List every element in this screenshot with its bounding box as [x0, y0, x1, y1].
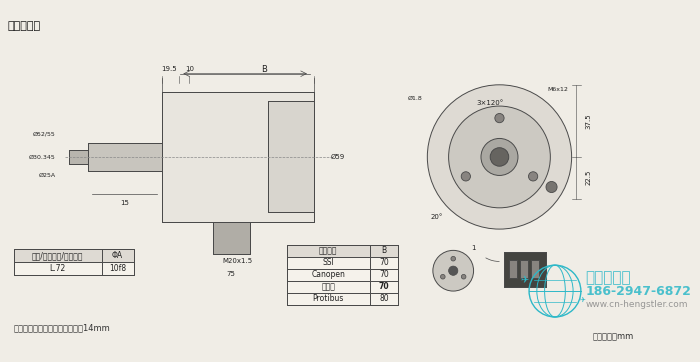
- Text: 安装/防护等级/轴－代码: 安装/防护等级/轴－代码: [32, 252, 83, 260]
- Bar: [268, 101, 314, 212]
- Bar: [14, 262, 101, 275]
- Bar: [370, 269, 398, 281]
- Text: M6x12: M6x12: [547, 87, 568, 92]
- Text: 10: 10: [185, 66, 194, 72]
- Circle shape: [481, 138, 518, 176]
- Circle shape: [449, 266, 458, 275]
- Text: 75: 75: [227, 272, 236, 277]
- Bar: [287, 269, 370, 281]
- Circle shape: [490, 148, 509, 166]
- Circle shape: [461, 274, 466, 279]
- Circle shape: [528, 172, 538, 181]
- Circle shape: [427, 85, 572, 229]
- Bar: [69, 150, 88, 164]
- Bar: [88, 143, 162, 171]
- Text: ✈: ✈: [580, 297, 586, 303]
- Circle shape: [433, 251, 474, 291]
- Bar: [287, 245, 370, 257]
- Text: 推荐的电缆密封管的螺纹长度：14mm: 推荐的电缆密封管的螺纹长度：14mm: [14, 324, 111, 333]
- Bar: [287, 293, 370, 305]
- Text: Ø1.8: Ø1.8: [408, 96, 423, 101]
- Text: M20x1.5: M20x1.5: [222, 258, 252, 265]
- Bar: [531, 260, 539, 278]
- Bar: [268, 101, 314, 212]
- Text: ✈: ✈: [520, 276, 528, 286]
- Text: Ø25A: Ø25A: [38, 173, 55, 178]
- Text: Canopen: Canopen: [312, 270, 345, 279]
- Bar: [162, 92, 314, 222]
- Text: Protibus: Protibus: [313, 294, 344, 303]
- Bar: [287, 281, 370, 293]
- Bar: [370, 293, 398, 305]
- Bar: [287, 245, 398, 305]
- Text: Ø52/55: Ø52/55: [33, 131, 55, 136]
- Text: 模拟量: 模拟量: [321, 282, 335, 291]
- Text: ΦA: ΦA: [112, 252, 123, 260]
- Text: 70: 70: [379, 258, 389, 267]
- Bar: [213, 222, 250, 254]
- Circle shape: [495, 113, 504, 123]
- Bar: [370, 245, 398, 257]
- Bar: [162, 92, 314, 222]
- Text: 连接：径向: 连接：径向: [8, 21, 41, 31]
- Bar: [370, 257, 398, 269]
- Bar: [14, 249, 134, 275]
- Circle shape: [461, 172, 470, 181]
- Bar: [287, 257, 370, 269]
- Text: 西安德伍拓: 西安德伍拓: [585, 271, 631, 286]
- Text: 186-2947-6872: 186-2947-6872: [585, 285, 692, 298]
- Text: B: B: [382, 246, 386, 255]
- Bar: [69, 150, 88, 164]
- Text: 80: 80: [379, 294, 389, 303]
- Circle shape: [451, 256, 456, 261]
- Text: 70: 70: [379, 282, 389, 291]
- Text: 37.5: 37.5: [585, 113, 591, 129]
- Bar: [102, 249, 134, 262]
- Text: 70: 70: [379, 270, 389, 279]
- Text: B: B: [260, 64, 267, 73]
- Text: Ø30.345: Ø30.345: [29, 155, 55, 159]
- Text: www.cn-hengstler.com: www.cn-hengstler.com: [585, 299, 688, 308]
- Circle shape: [449, 106, 550, 208]
- Bar: [509, 260, 517, 278]
- Text: 22.5: 22.5: [585, 170, 591, 185]
- Bar: [504, 252, 546, 287]
- Text: 20°: 20°: [430, 214, 443, 220]
- Text: 1: 1: [471, 245, 476, 251]
- Text: SSI: SSI: [323, 258, 334, 267]
- Bar: [102, 262, 134, 275]
- Bar: [520, 260, 528, 278]
- Text: 15: 15: [120, 200, 130, 206]
- Bar: [14, 249, 101, 262]
- Text: 19.5: 19.5: [162, 66, 177, 72]
- Bar: [213, 222, 250, 254]
- Text: L.72: L.72: [49, 264, 66, 273]
- Bar: [370, 281, 398, 293]
- Text: 10f8: 10f8: [109, 264, 126, 273]
- Text: Ø59: Ø59: [331, 154, 345, 160]
- Circle shape: [546, 181, 557, 193]
- Bar: [88, 143, 162, 171]
- Text: 3×120°: 3×120°: [477, 100, 504, 106]
- Text: 电气接口: 电气接口: [319, 246, 337, 255]
- Circle shape: [440, 274, 445, 279]
- Text: 单位尺寸：mm: 单位尺寸：mm: [592, 333, 634, 342]
- Bar: [504, 252, 546, 287]
